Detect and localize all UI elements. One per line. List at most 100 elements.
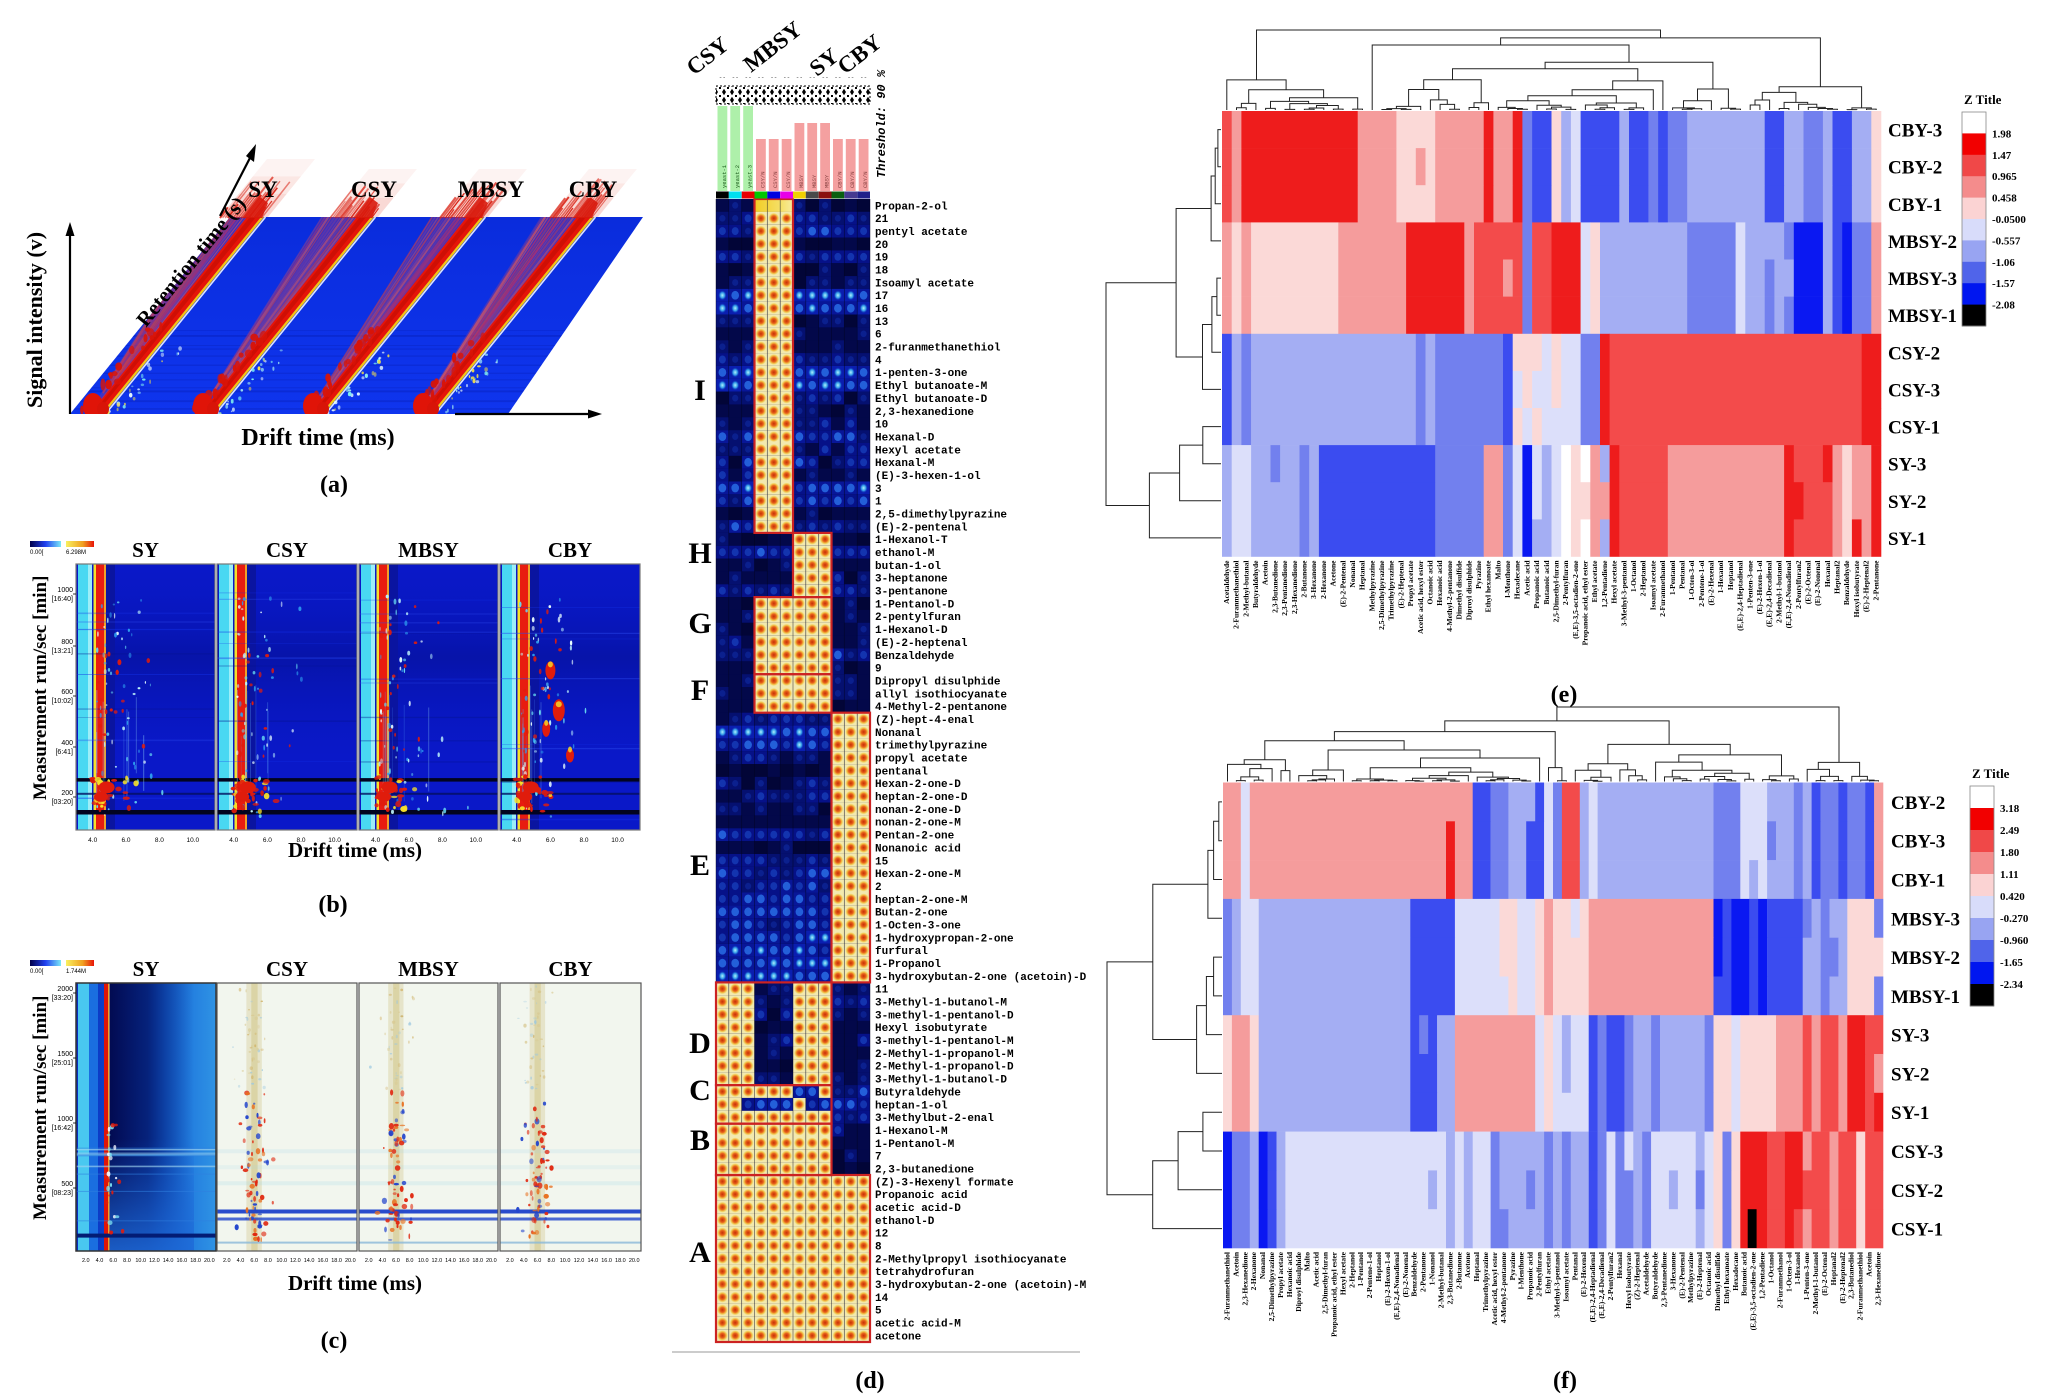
svg-text:1.80: 1.80 <box>2000 847 2020 859</box>
svg-text:1-Hexanol: 1-Hexanol <box>1793 1252 1802 1285</box>
svg-text:(a): (a) <box>320 472 348 498</box>
svg-text:14.0: 14.0 <box>445 1258 456 1264</box>
svg-text:CBY/N: CBY/N <box>862 171 869 188</box>
svg-text:3-Methyl-3-pentanol: 3-Methyl-3-pentanol <box>1619 561 1628 627</box>
svg-text:6.0: 6.0 <box>263 837 272 844</box>
svg-text:13: 13 <box>875 317 889 329</box>
svg-text:2-Furanmethanethiol: 2-Furanmethanethiol <box>1856 1252 1865 1320</box>
svg-text:6.0: 6.0 <box>109 1258 117 1264</box>
svg-text:propyl acetate: propyl acetate <box>875 754 968 766</box>
svg-text:I: I <box>694 374 706 407</box>
svg-text:(E,E)-2,4-Nonadienal: (E,E)-2,4-Nonadienal <box>1392 1252 1401 1320</box>
svg-text:3: 3 <box>875 484 882 496</box>
svg-text:-1.57: -1.57 <box>1992 278 2015 290</box>
svg-text:Hexanal-M: Hexanal-M <box>875 458 935 470</box>
svg-text:17: 17 <box>875 291 888 303</box>
svg-text:4-Methyl-2-pentanone: 4-Methyl-2-pentanone <box>1499 1251 1508 1323</box>
svg-text:8.0: 8.0 <box>123 1258 131 1264</box>
svg-text:--: -- <box>783 74 790 81</box>
svg-text:1-Penten-3-one: 1-Penten-3-one <box>1745 560 1754 609</box>
svg-text:1000: 1000 <box>57 1116 73 1123</box>
svg-text:CBY: CBY <box>548 538 592 562</box>
svg-text:10.0: 10.0 <box>186 837 199 844</box>
svg-text:Octanoic acid: Octanoic acid <box>1426 560 1435 605</box>
svg-text:Hexanal: Hexanal <box>1823 561 1832 588</box>
svg-text:SY-1: SY-1 <box>1888 529 1926 550</box>
svg-text:ethanol-M: ethanol-M <box>875 548 935 560</box>
svg-text:Propanoic acid, ethyl ester: Propanoic acid, ethyl ester <box>1329 1251 1338 1337</box>
svg-text:(e): (e) <box>1551 682 1578 708</box>
svg-text:2.0: 2.0 <box>506 1258 514 1264</box>
svg-text:Heptanal: Heptanal <box>1472 1252 1481 1282</box>
svg-text:1-Pentanol-M: 1-Pentanol-M <box>875 1139 955 1151</box>
svg-text:Hexadecane: Hexadecane <box>1513 560 1522 599</box>
svg-text:MBSY-3: MBSY-3 <box>1891 909 1960 930</box>
svg-text:4.0: 4.0 <box>520 1258 528 1264</box>
svg-text:2,3-Pentanedione: 2,3-Pentanedione <box>1280 560 1289 616</box>
svg-text:SY-1: SY-1 <box>1891 1103 1929 1124</box>
svg-text:MBSY-1: MBSY-1 <box>1891 987 1960 1008</box>
svg-text:2,5-Dimethyl-furan: 2,5-Dimethyl-furan <box>1321 1251 1330 1314</box>
svg-text:2-Heptanol: 2-Heptanol <box>1639 561 1648 597</box>
svg-text:E: E <box>690 849 710 882</box>
svg-text:1-Nonanol: 1-Nonanol <box>1428 1252 1437 1285</box>
svg-text:2-Methyl-butanal: 2-Methyl-butanal <box>1241 561 1250 617</box>
svg-text:Acetoin: Acetoin <box>1231 1251 1240 1276</box>
svg-text:Diproyl disulphide: Diproyl disulphide <box>1294 1251 1303 1311</box>
svg-text:2-Hexanone: 2-Hexanone <box>1319 560 1328 599</box>
svg-text:pentyl acetate: pentyl acetate <box>875 227 968 239</box>
svg-text:0.965: 0.965 <box>1992 171 2017 183</box>
svg-text:acetic acid-D: acetic acid-D <box>875 1203 961 1215</box>
svg-text:--: -- <box>757 74 764 81</box>
svg-text:0.00[: 0.00[ <box>30 550 44 556</box>
svg-text:F: F <box>691 674 709 707</box>
svg-text:18: 18 <box>875 266 889 278</box>
svg-text:2-Furanmethanol: 2-Furanmethanol <box>1658 561 1667 617</box>
svg-text:CSY-2: CSY-2 <box>1891 1181 1943 1202</box>
svg-text:(E,E)-2,4-Decadienal: (E,E)-2,4-Decadienal <box>1765 561 1774 628</box>
svg-text:2,5-Dimethylpyrazine: 2,5-Dimethylpyrazine <box>1377 560 1386 630</box>
svg-text:4.0: 4.0 <box>237 1258 245 1264</box>
svg-text:14: 14 <box>875 1293 889 1305</box>
svg-text:0.458: 0.458 <box>1992 193 2017 205</box>
svg-text:Hexyl isobutyrate: Hexyl isobutyrate <box>1624 1251 1633 1309</box>
svg-text:Butanoic acid: Butanoic acid <box>1542 560 1551 605</box>
svg-text:3-pentanone: 3-pentanone <box>875 587 948 599</box>
svg-text:2-Butanone: 2-Butanone <box>1454 1251 1463 1289</box>
svg-text:MBSY: MBSY <box>824 174 831 188</box>
svg-text:10.0: 10.0 <box>611 837 624 844</box>
svg-text:16.0: 16.0 <box>601 1258 612 1264</box>
svg-text:3-hydroxybutan-2-one (acetoin): 3-hydroxybutan-2-one (acetoin)-D <box>875 972 1087 984</box>
svg-text:(E)-3-hexen-1-ol: (E)-3-hexen-1-ol <box>875 471 981 483</box>
svg-text:20.0: 20.0 <box>345 1258 356 1264</box>
svg-text:8.0: 8.0 <box>406 1258 414 1264</box>
svg-text:4-Methyl-2-pentanone: 4-Methyl-2-pentanone <box>1445 560 1454 632</box>
svg-text:3-Methyl-3-pentanol: 3-Methyl-3-pentanol <box>1552 1252 1561 1318</box>
svg-text:[03:20]: [03:20] <box>52 799 73 806</box>
svg-text:Heptanol: Heptanol <box>1374 1252 1383 1282</box>
svg-text:Benzaldehyde: Benzaldehyde <box>1842 560 1851 605</box>
svg-text:Ethyl hexanoate: Ethyl hexanoate <box>1722 1251 1731 1304</box>
svg-text:8: 8 <box>875 1242 882 1254</box>
svg-text:3-methyl-1-pentanol-D: 3-methyl-1-pentanol-D <box>875 1010 1014 1022</box>
svg-text:[25:01]: [25:01] <box>52 1060 73 1067</box>
svg-text:1.98: 1.98 <box>1992 128 2012 140</box>
svg-text:Pyrazine: Pyrazine <box>1474 560 1483 589</box>
svg-text:Drift time (ms): Drift time (ms) <box>288 1271 422 1295</box>
svg-text:CBY-3: CBY-3 <box>1888 121 1942 142</box>
svg-text:acetic acid-M: acetic acid-M <box>875 1319 961 1331</box>
svg-text:MBSY-2: MBSY-2 <box>1888 232 1957 253</box>
svg-text:20.0: 20.0 <box>629 1258 640 1264</box>
svg-text:18.0: 18.0 <box>190 1258 201 1264</box>
svg-text:CSY-3: CSY-3 <box>1888 380 1940 401</box>
svg-text:[6:41]: [6:41] <box>55 749 73 756</box>
svg-text:--: -- <box>809 74 816 81</box>
svg-text:Pentanal: Pentanal <box>1678 561 1687 589</box>
svg-text:(Z)-3-Hexenyl formate: (Z)-3-Hexenyl formate <box>875 1177 1014 1189</box>
svg-text:Ethyl acetate: Ethyl acetate <box>1544 1251 1553 1294</box>
svg-text:(E)-2-Nonenal: (E)-2-Nonenal <box>1813 561 1822 606</box>
svg-text:(E)-2-Hexenal: (E)-2-Hexenal <box>1707 561 1716 606</box>
svg-text:2-Heptanol: 2-Heptanol <box>1347 1252 1356 1288</box>
svg-text:Dipropyl disulphide: Dipropyl disulphide <box>875 677 1001 689</box>
svg-text:Propan-2-ol: Propan-2-ol <box>875 201 948 213</box>
